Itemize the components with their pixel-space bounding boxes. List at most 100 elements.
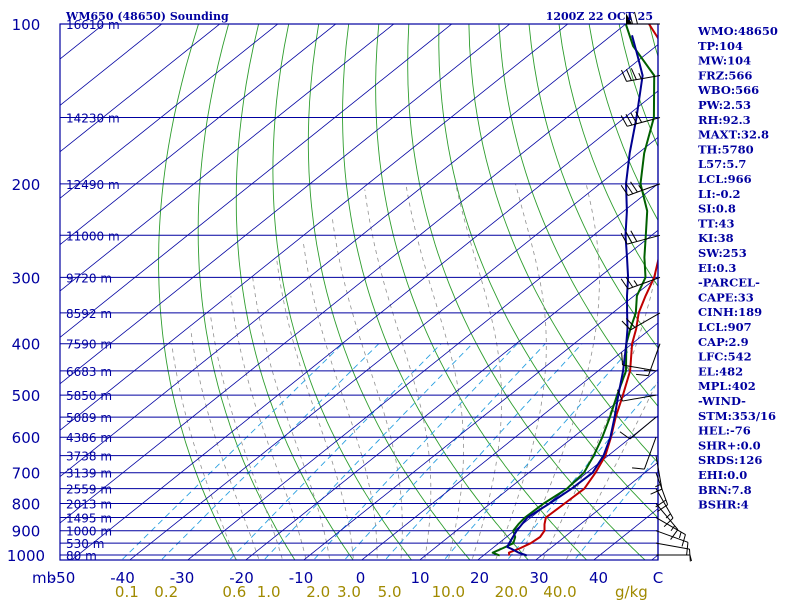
mixing-ratio-line [573, 455, 658, 560]
temperature-tick-label: -10 [289, 569, 314, 587]
index-value: SHR+:0.0 [698, 438, 761, 452]
index-value: LI:-0.2 [698, 187, 741, 201]
height-label: 8592 m [66, 307, 112, 321]
temperature-tick-label: -30 [170, 569, 195, 587]
barb-staff [627, 276, 661, 290]
dry-adiabat-line [528, 24, 658, 349]
index-value: BSHR:4 [698, 498, 749, 512]
index-value: WBO:566 [697, 83, 759, 97]
barb-half-flag [670, 525, 676, 532]
dry-adiabat-line [498, 24, 658, 407]
isotherm-line [129, 136, 658, 560]
temperature-tick-label: -50 [51, 569, 76, 587]
moist-adiabat-line [331, 216, 403, 560]
barb-flag [630, 181, 638, 193]
mixing-ratio-tick-label: 0.6 [222, 583, 246, 600]
index-value: TT:43 [698, 216, 735, 230]
height-label: 6683 m [66, 365, 112, 379]
isotherm-line [187, 183, 658, 560]
barb-flag [634, 11, 638, 25]
barb-flag [636, 373, 649, 377]
isotherm-line [60, 24, 337, 246]
isotherm-line [60, 24, 511, 385]
height-label: 1000 m [66, 525, 112, 539]
barb-staff [643, 437, 657, 470]
dry-adiabat-line [438, 24, 658, 519]
barb-flag [625, 68, 632, 81]
index-value: CAPE:33 [698, 290, 754, 304]
barb-flag [655, 499, 667, 508]
moist-adiabat-line [171, 343, 237, 560]
index-value: CAP:2.9 [698, 335, 749, 349]
isotherm-line [60, 24, 163, 106]
pressure-tick-label: 700 [12, 465, 41, 483]
mixing-ratio-tick-label: 1.0 [257, 583, 281, 600]
index-value: L57:5.7 [698, 157, 746, 171]
barb-staff [630, 312, 661, 331]
isotherm-line [60, 24, 627, 478]
isobars [60, 23, 658, 556]
mixing-ratio-tick-label: 10.0 [432, 583, 465, 600]
sounding-profiles [491, 24, 658, 557]
index-value: LCL:966 [698, 172, 752, 186]
index-value: SI:0.8 [698, 202, 736, 216]
barb-half-flag [643, 369, 651, 372]
height-label: 11000 m [66, 229, 120, 243]
barb-flag [630, 230, 638, 242]
barb-flag [625, 113, 633, 126]
height-label: 1495 m [66, 512, 112, 526]
temperature-tick-label: 40 [589, 569, 608, 587]
barb-flag [621, 320, 631, 331]
index-value: EL:482 [698, 364, 743, 378]
mixing-ratio-tick-label: 3.0 [337, 583, 361, 600]
moist-adiabat-line [495, 183, 547, 560]
temperature-tick-label: 30 [529, 569, 548, 587]
wind-barb [620, 230, 661, 245]
isotherm-line [361, 322, 658, 560]
index-value: SW:253 [698, 246, 747, 260]
barb-flag [630, 112, 638, 124]
mixing-ratio-tick-label: 20.0 [495, 583, 528, 600]
isotherm-line [303, 276, 658, 560]
height-label: 12490 m [66, 178, 120, 192]
barb-flag [657, 504, 668, 513]
height-label: 5089 m [66, 411, 112, 425]
barb-staff [655, 530, 689, 543]
mixing-ratio-tick-label: 40.0 [543, 583, 576, 600]
pressure-tick-label: 500 [12, 387, 41, 405]
mixing-ratio-unit-label: g/kg [615, 583, 648, 600]
wind-barb [626, 11, 660, 25]
mixing-ratio-tick-label: 5.0 [378, 583, 402, 600]
barb-flag [630, 68, 637, 80]
barb-staff [655, 488, 674, 519]
wind-barb [655, 488, 674, 528]
pressure-tick-label: 600 [12, 429, 41, 447]
isotherm-line [60, 24, 221, 153]
mixing-ratio-line [160, 343, 380, 560]
pressure-tick-label: 900 [12, 523, 41, 541]
moist-adiabat-line [542, 259, 658, 560]
isotherm-line [245, 229, 658, 560]
index-value: LFC:542 [698, 350, 752, 364]
barb-flag [619, 431, 631, 440]
barb-pennant [626, 13, 632, 24]
height-label: 7590 m [66, 338, 112, 352]
barb-flag [686, 542, 689, 555]
index-value: FRZ:566 [698, 68, 752, 82]
dry-adiabat-line [307, 24, 471, 560]
wind-barb [621, 312, 661, 331]
temperature-tick-label: 0 [356, 569, 366, 587]
wind-barb [655, 542, 691, 562]
chart-title: WM650 (48650) Sounding [65, 10, 229, 23]
barb-staff [647, 343, 661, 376]
dry-adiabat-line [375, 24, 588, 560]
barb-flag [620, 184, 629, 196]
dry-adiabat-line [468, 24, 658, 464]
barb-flag [621, 352, 624, 365]
isotherm-line [535, 461, 658, 560]
mixing-ratio-tick-label: 0.2 [154, 583, 178, 600]
pressure-tick-label: 200 [12, 176, 41, 194]
height-label: 9720 m [66, 271, 112, 285]
